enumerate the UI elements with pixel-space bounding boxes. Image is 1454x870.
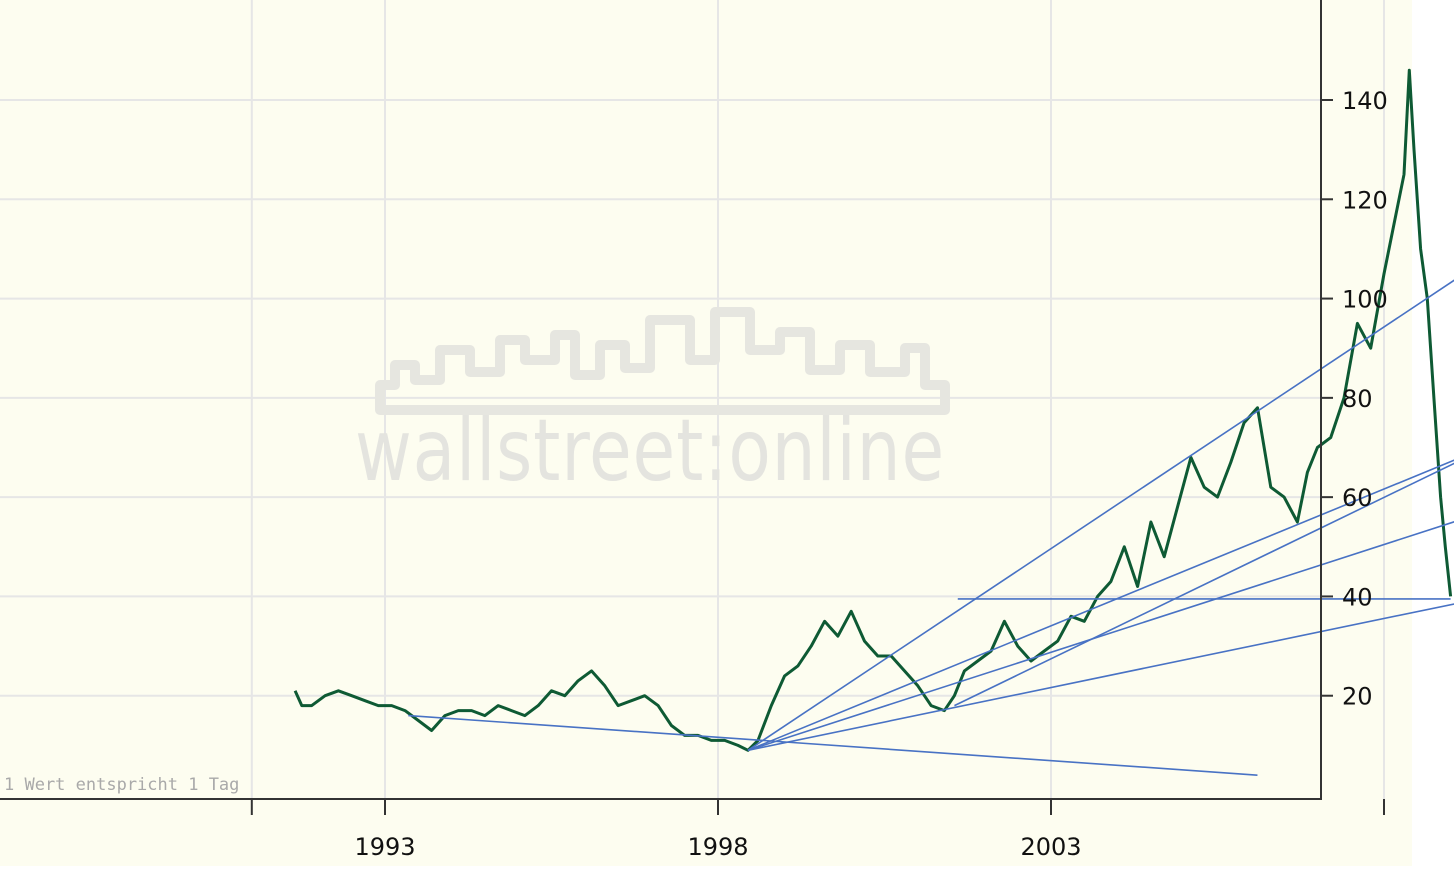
trendline — [954, 462, 1454, 707]
trendline — [747, 279, 1454, 751]
gridlines — [0, 0, 1385, 799]
x-tick-label: 2003 — [1020, 833, 1081, 861]
watermark-text: wallstreet:online — [355, 401, 945, 501]
watermark-skyline-icon — [375, 307, 950, 415]
y-tick-label: 20 — [1342, 683, 1373, 711]
plot-background — [0, 0, 1412, 866]
y-tick-label: 40 — [1342, 583, 1373, 611]
x-tick-label: 1993 — [354, 833, 415, 861]
trendline — [747, 603, 1454, 752]
footnote: 1 Wert entspricht 1 Tag — [4, 775, 239, 795]
y-tick-label: 80 — [1342, 385, 1373, 413]
watermark: wallstreet:online — [355, 307, 950, 501]
trendline — [408, 714, 1258, 776]
y-tick-label: 120 — [1342, 186, 1388, 214]
x-axis-ticks: 1993 1998 2003 — [250, 799, 1385, 861]
trendline — [747, 521, 1454, 752]
y-axis-ticks: 20 40 60 80 100 120 140 — [1321, 87, 1388, 711]
axes — [0, 0, 1322, 800]
trendline — [747, 459, 1454, 752]
series-line — [293, 68, 1453, 752]
y-tick-label: 60 — [1342, 484, 1373, 512]
y-tick-label: 100 — [1342, 286, 1388, 314]
trendlines — [408, 279, 1454, 776]
y-tick-label: 140 — [1342, 87, 1388, 115]
x-tick-label: 1998 — [687, 833, 748, 861]
series-layer — [293, 68, 1453, 752]
